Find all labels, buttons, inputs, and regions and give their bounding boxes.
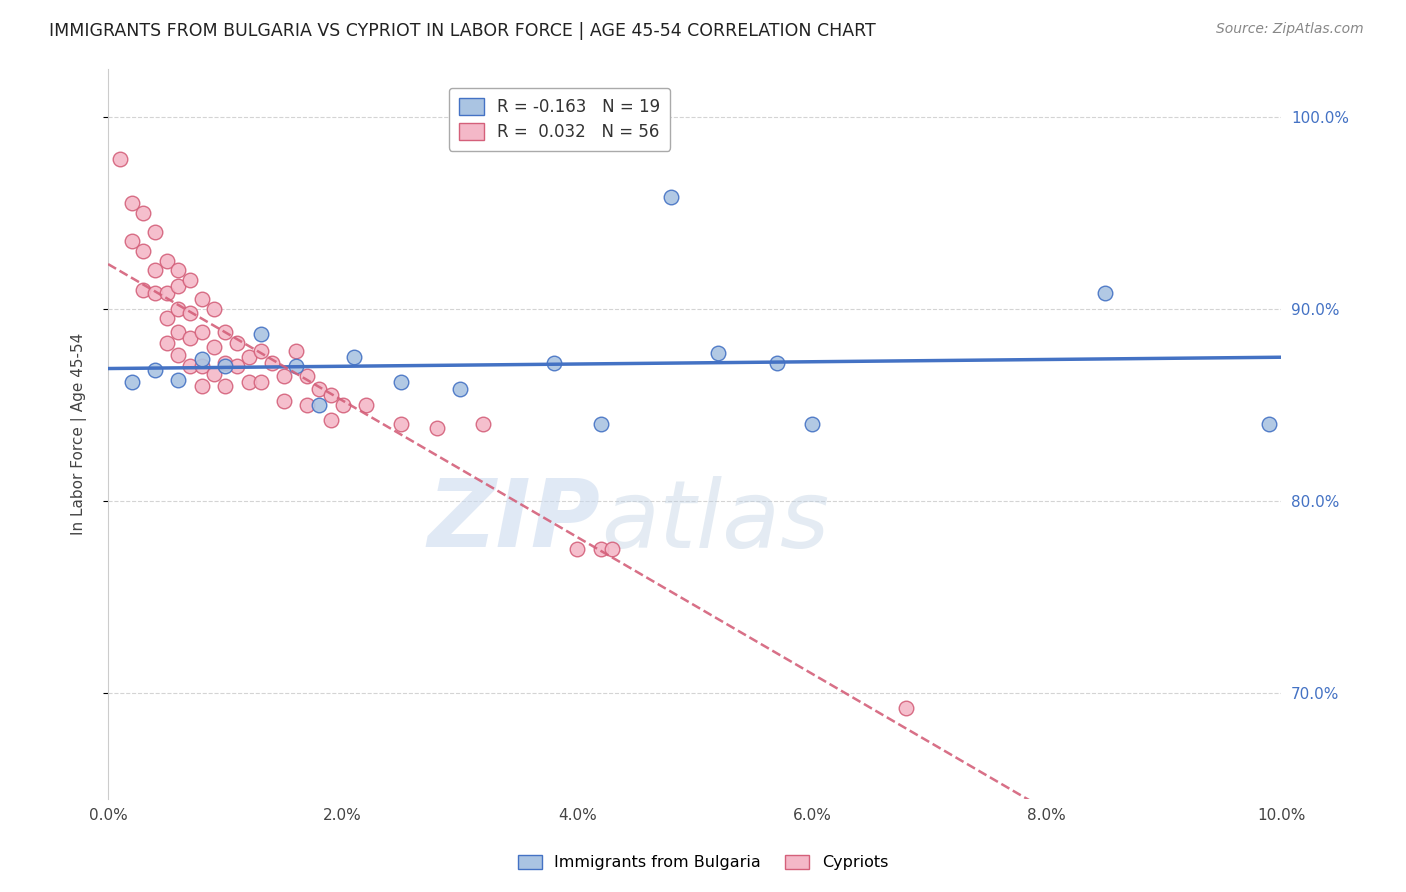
Point bbox=[249, 344, 271, 359]
Point bbox=[1258, 417, 1281, 431]
Point bbox=[167, 348, 190, 362]
Point bbox=[132, 244, 155, 258]
Point bbox=[214, 378, 236, 392]
Point bbox=[132, 283, 155, 297]
Point bbox=[332, 398, 354, 412]
Point bbox=[389, 417, 412, 431]
Point bbox=[894, 701, 917, 715]
Point bbox=[214, 325, 236, 339]
Point bbox=[167, 263, 190, 277]
Point bbox=[707, 346, 730, 360]
Point bbox=[308, 398, 330, 412]
Point bbox=[191, 359, 214, 374]
Point bbox=[121, 235, 143, 249]
Point bbox=[226, 336, 249, 351]
Point bbox=[179, 305, 201, 319]
Point bbox=[121, 196, 143, 211]
Point bbox=[284, 344, 307, 359]
Point bbox=[179, 359, 201, 374]
Point bbox=[319, 388, 342, 402]
Point bbox=[156, 336, 179, 351]
Point bbox=[191, 351, 214, 366]
Point bbox=[202, 340, 225, 354]
Point bbox=[202, 367, 225, 381]
Point bbox=[214, 359, 236, 374]
Text: IMMIGRANTS FROM BULGARIA VS CYPRIOT IN LABOR FORCE | AGE 45-54 CORRELATION CHART: IMMIGRANTS FROM BULGARIA VS CYPRIOT IN L… bbox=[49, 22, 876, 40]
Point bbox=[297, 369, 319, 384]
Point bbox=[249, 326, 271, 341]
Point bbox=[567, 541, 589, 556]
Point bbox=[156, 253, 179, 268]
Point bbox=[167, 373, 190, 387]
Point bbox=[659, 190, 682, 204]
Point bbox=[800, 417, 823, 431]
Point bbox=[589, 417, 612, 431]
Point bbox=[389, 375, 412, 389]
Point bbox=[167, 278, 190, 293]
Point bbox=[343, 350, 366, 364]
Point bbox=[202, 301, 225, 316]
Point bbox=[167, 301, 190, 316]
Point bbox=[602, 541, 624, 556]
Point bbox=[765, 355, 787, 369]
Point bbox=[143, 286, 166, 301]
Point bbox=[589, 541, 612, 556]
Point bbox=[108, 152, 131, 166]
Point bbox=[273, 369, 295, 384]
Point bbox=[1094, 286, 1116, 301]
Point bbox=[121, 375, 143, 389]
Point bbox=[156, 286, 179, 301]
Point bbox=[238, 350, 260, 364]
Text: Source: ZipAtlas.com: Source: ZipAtlas.com bbox=[1216, 22, 1364, 37]
Legend: R = -0.163   N = 19, R =  0.032   N = 56: R = -0.163 N = 19, R = 0.032 N = 56 bbox=[449, 87, 671, 151]
Point bbox=[191, 325, 214, 339]
Point bbox=[191, 292, 214, 306]
Point bbox=[214, 355, 236, 369]
Point bbox=[262, 355, 284, 369]
Point bbox=[449, 383, 471, 397]
Point bbox=[308, 383, 330, 397]
Point bbox=[143, 225, 166, 239]
Point bbox=[472, 417, 495, 431]
Point bbox=[143, 363, 166, 377]
Y-axis label: In Labor Force | Age 45-54: In Labor Force | Age 45-54 bbox=[72, 333, 87, 535]
Point bbox=[191, 378, 214, 392]
Point bbox=[354, 398, 377, 412]
Point bbox=[132, 205, 155, 219]
Point bbox=[179, 330, 201, 344]
Point bbox=[238, 375, 260, 389]
Text: atlas: atlas bbox=[600, 475, 830, 566]
Point bbox=[156, 311, 179, 326]
Point bbox=[226, 359, 249, 374]
Point bbox=[425, 421, 447, 435]
Text: ZIP: ZIP bbox=[427, 475, 600, 567]
Point bbox=[319, 413, 342, 427]
Point bbox=[249, 375, 271, 389]
Point bbox=[543, 355, 565, 369]
Point bbox=[167, 325, 190, 339]
Legend: Immigrants from Bulgaria, Cypriots: Immigrants from Bulgaria, Cypriots bbox=[512, 848, 894, 877]
Point bbox=[297, 398, 319, 412]
Point bbox=[273, 394, 295, 409]
Point bbox=[143, 263, 166, 277]
Point bbox=[284, 359, 307, 374]
Point bbox=[179, 273, 201, 287]
